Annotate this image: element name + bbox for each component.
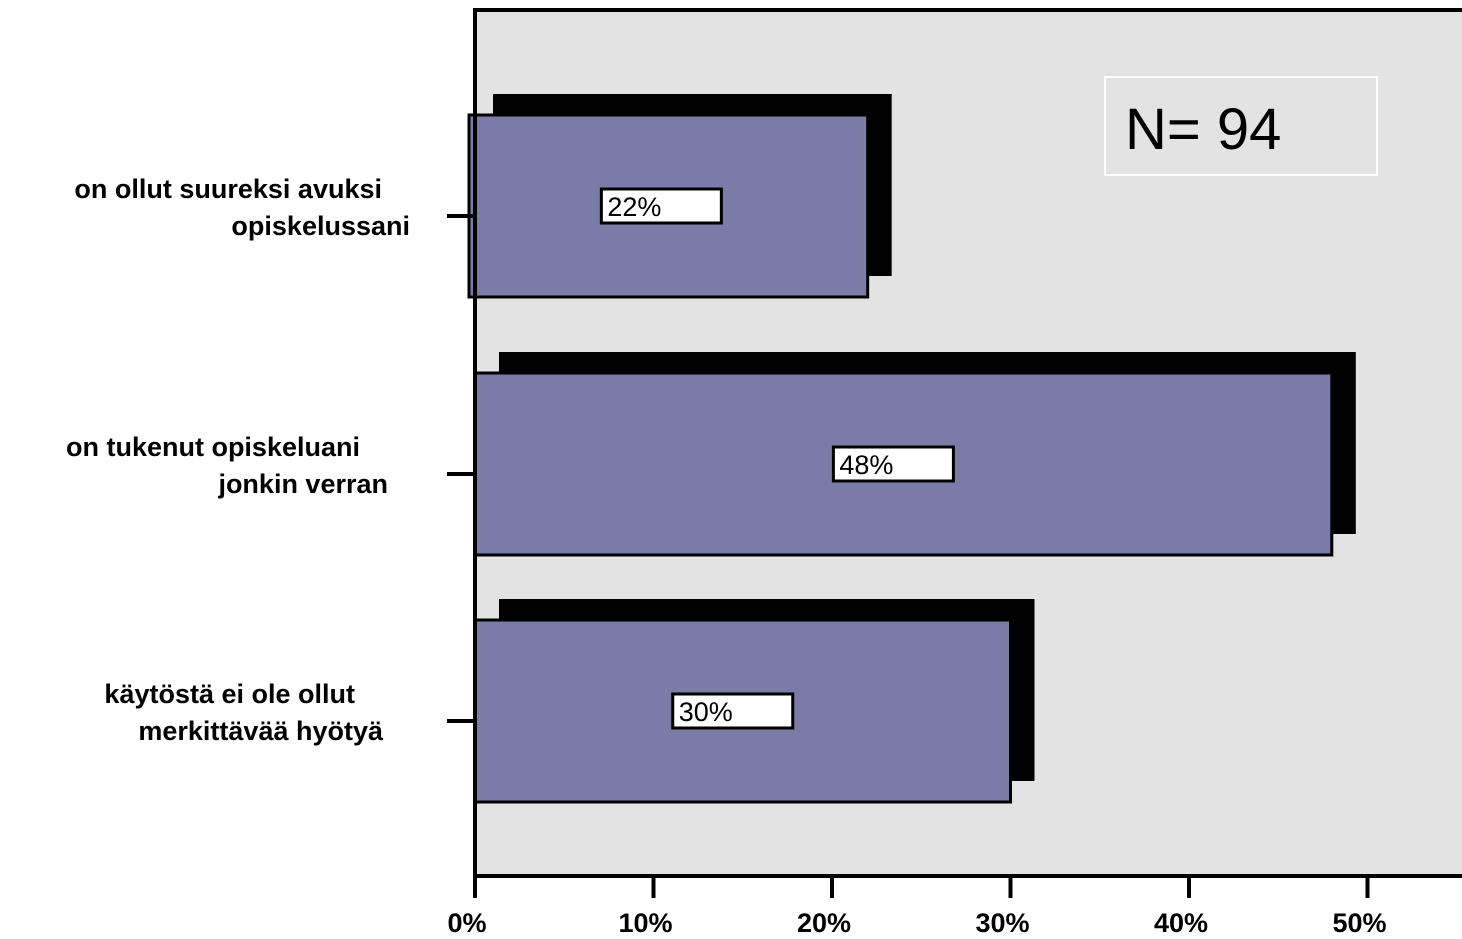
data-label: 30% <box>679 697 733 727</box>
x-tick-label: 50% <box>1332 908 1386 938</box>
category-label: on ollut suureksi avuksi opiskelussani <box>74 174 410 241</box>
data-label: 22% <box>607 192 661 222</box>
bar-group: 22% <box>467 94 892 299</box>
x-tick-label: 10% <box>618 908 672 938</box>
x-tick-label: 30% <box>975 908 1029 938</box>
data-label-box <box>671 692 795 730</box>
category-label: käytöstä ei ole ollut merkittävää hyötyä <box>104 679 384 746</box>
bar-group: 30% <box>473 599 1035 804</box>
data-label: 48% <box>839 450 893 480</box>
x-tick-label: 20% <box>797 908 851 938</box>
x-tick-label: 40% <box>1154 908 1208 938</box>
n-annotation-box <box>1104 76 1378 176</box>
data-label-box <box>831 445 955 483</box>
n-annotation: N= 94 <box>1125 97 1281 162</box>
category-label: on tukenut opiskeluani jonkin verran <box>66 432 388 499</box>
bar-group: 48% <box>473 352 1356 557</box>
x-tick-label: 0% <box>447 908 486 938</box>
data-label-box <box>599 187 723 225</box>
